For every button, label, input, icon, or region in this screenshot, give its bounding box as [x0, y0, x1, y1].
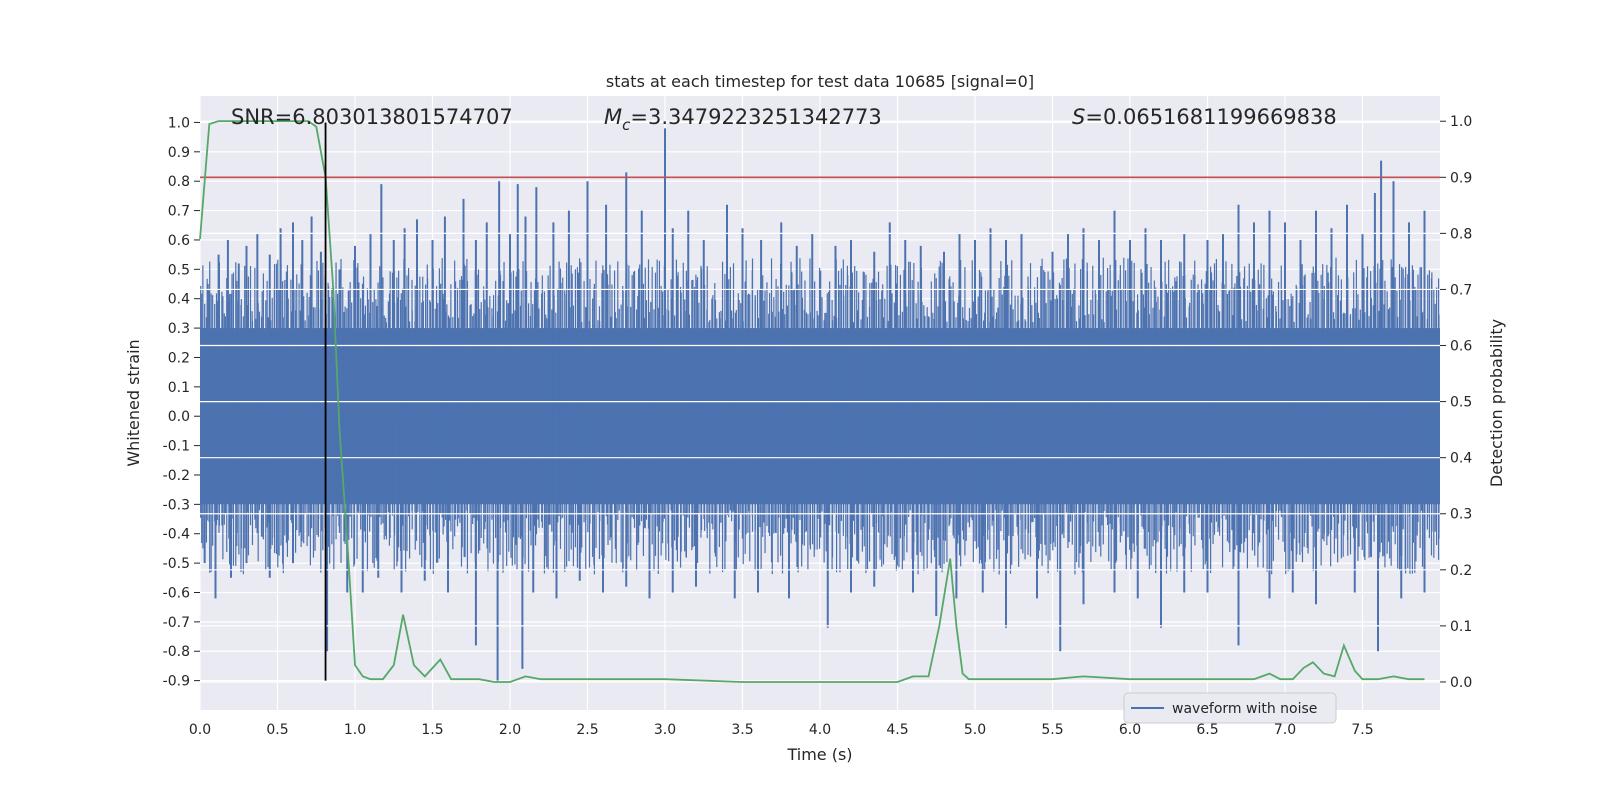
- legend-entry-waveform: waveform with noise: [1172, 701, 1317, 717]
- y-tick-labels: 1.0 0.9 0.8 0.7 0.6 0.5 0.4 0.3 0.2 0.1 0.0 -0.1 -0.…: [163, 115, 200, 690]
- y2-tick-label: 0.9: [1450, 170, 1472, 186]
- x-tick-labels: 0.0 0.5 1.0 1.5 2.0 2.5 3.0 3.5 4.0 4.5 5.0 5.5 6.0 6…: [189, 722, 1374, 738]
- x-axis-label: Time (s): [786, 745, 852, 764]
- x-tick-label: 2.5: [576, 722, 598, 738]
- y-tick-label: 0.9: [168, 145, 190, 161]
- secondary-grid-lines: [200, 120, 1440, 683]
- y2-tick-label: 0.0: [1450, 675, 1472, 691]
- y-tick-label: -0.6: [163, 585, 190, 601]
- legend-box: [1123, 692, 1337, 724]
- x-tick-label: 5.0: [964, 722, 986, 738]
- x-tick-label: 6.5: [1196, 722, 1218, 738]
- y-tick-label: -0.7: [163, 615, 190, 631]
- s-annotation: S=0.0651681199669838: [1072, 105, 1337, 129]
- y-tick-label: 0.3: [168, 321, 190, 337]
- y2-tick-label: 0.6: [1450, 339, 1472, 355]
- y-tick-label: 0.0: [168, 409, 190, 425]
- legend: waveform with noise: [1123, 692, 1337, 724]
- x-tick-label: 4.5: [886, 722, 908, 738]
- y-tick-label: 0.6: [168, 233, 190, 249]
- y2-tick-label: 0.5: [1450, 395, 1472, 411]
- y-tick-label: -0.8: [163, 644, 190, 660]
- x-tick-label: 1.5: [421, 722, 443, 738]
- y-tick-label: 1.0: [168, 115, 190, 131]
- y-tick-label: -0.4: [163, 527, 190, 543]
- y-tick-label: -0.5: [163, 556, 190, 572]
- y-tick-label: -0.3: [163, 497, 190, 513]
- y-tick-label: 0.7: [168, 204, 190, 220]
- y2-tick-label: 0.1: [1450, 619, 1472, 635]
- x-tick-label: 0.5: [266, 722, 288, 738]
- y-tick-label: -0.2: [163, 468, 190, 484]
- y2-tick-label: 0.7: [1450, 282, 1472, 298]
- snr-annotation: SNR=6.803013801574707: [231, 105, 513, 129]
- x-tick-label: 0.0: [189, 722, 211, 738]
- x-tick-label: 7.0: [1274, 722, 1296, 738]
- y-tick-label: 0.8: [168, 174, 190, 190]
- y2-axis-label: Detection probability: [1487, 319, 1506, 487]
- y2-tick-label: 0.3: [1450, 507, 1472, 523]
- x-tick-label: 2.0: [499, 722, 521, 738]
- y2-tick-label: 0.8: [1450, 226, 1472, 242]
- waveform-series: [200, 128, 1440, 681]
- x-tick-label: 5.5: [1041, 722, 1063, 738]
- y-tick-label: 0.5: [168, 262, 190, 278]
- x-tick-label: 3.5: [731, 722, 753, 738]
- detection-probability-line: [199, 120, 1425, 683]
- x-tick-label: 1.0: [344, 722, 366, 738]
- y-tick-label: 0.2: [168, 350, 190, 366]
- x-tick-label: 6.0: [1119, 722, 1141, 738]
- x-tick-label: 3.0: [654, 722, 676, 738]
- x-tick-label: 7.5: [1351, 722, 1373, 738]
- y-tick-label: -0.1: [163, 439, 190, 455]
- y2-tick-label: 0.4: [1450, 451, 1472, 467]
- y-tick-label: -0.9: [163, 674, 190, 690]
- y2-tick-label: 0.2: [1450, 563, 1472, 579]
- x-tick-label: 4.0: [809, 722, 831, 738]
- y-axis-label: Whitened strain: [124, 339, 143, 466]
- y2-tick-label: 1.0: [1450, 114, 1472, 130]
- y-tick-label: 0.4: [168, 292, 190, 308]
- y-tick-label: 0.1: [168, 380, 190, 396]
- chart-title: stats at each timestep for test data 106…: [606, 72, 1034, 91]
- y2-tick-labels: 1.0 0.9 0.8 0.7 0.6 0.5 0.4 0.3 0.2 0.1 0.0: [1440, 114, 1472, 691]
- mc-annotation: Mc=3.3479223251342773: [604, 105, 882, 134]
